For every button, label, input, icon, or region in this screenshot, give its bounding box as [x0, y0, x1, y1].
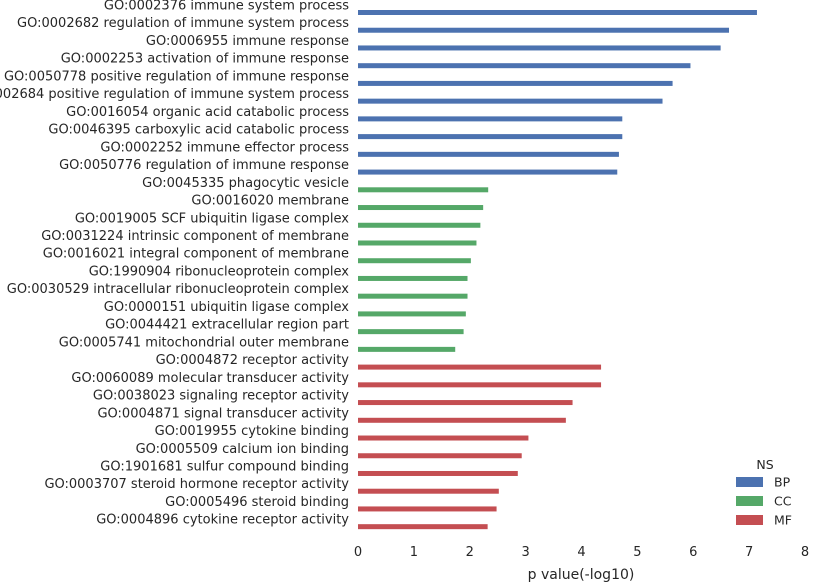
bar-label: GO:0019005 SCF ubiquitin ligase complex	[75, 211, 349, 226]
legend-swatch-cc	[736, 496, 763, 506]
bar-mf	[358, 382, 602, 388]
bar-label: GO:0016021 integral component of membran…	[43, 247, 349, 262]
legend: NS BP CC MF	[736, 457, 792, 528]
bar-label: GO:0005509 calcium ion binding	[136, 442, 349, 457]
bar-mf	[358, 453, 522, 459]
bar-mf	[358, 364, 602, 370]
bar-bp	[358, 98, 663, 104]
x-tick-label: 4	[577, 545, 585, 560]
bar-label: GO:0002684 positive regulation of immune…	[0, 87, 349, 102]
bar-label: GO:1990904 ribonucleoprotein complex	[89, 264, 350, 279]
bar-bp	[358, 80, 673, 86]
bar-label: GO:0005496 steroid binding	[165, 495, 349, 510]
x-tick-label: 6	[689, 545, 697, 560]
bar-bp	[358, 45, 721, 51]
x-tick-label: 0	[354, 545, 362, 560]
legend-entries: BP CC MF	[736, 475, 792, 528]
x-tick-label: 1	[410, 545, 418, 560]
bar-bp	[358, 63, 691, 69]
x-axis-title: p value(-log10)	[528, 567, 635, 583]
bar-cc	[358, 240, 477, 246]
category-labels: GO:0002376 immune system process GO:00026…	[0, 0, 349, 528]
x-tick-label: 8	[801, 545, 809, 560]
bar-label: GO:0005741 mitochondrial outer membrane	[59, 335, 349, 350]
bar-label: GO:0050776 regulation of immune response	[59, 158, 349, 173]
bar-label: GO:0004871 signal transducer activity	[97, 406, 349, 421]
bar-cc	[358, 222, 481, 228]
x-tick-label: 7	[745, 545, 753, 560]
bar-label: GO:0003707 steroid hormone receptor acti…	[44, 477, 349, 492]
bar-mf	[358, 488, 499, 494]
bar-mf	[358, 400, 573, 406]
x-axis-ticks: 0 1 2 3 4 5 6 7 8	[354, 545, 809, 560]
bar-label: GO:0004872 receptor activity	[156, 353, 350, 368]
bar-label: GO:0002252 immune effector process	[100, 140, 349, 155]
bar-label: GO:0019955 cytokine binding	[155, 424, 349, 439]
bar-label: GO:0045335 phagocytic vesicle	[142, 176, 349, 191]
bar-label: GO:0031224 intrinsic component of membra…	[41, 229, 349, 244]
x-tick-label: 3	[521, 545, 529, 560]
bar-label: GO:1901681 sulfur compound binding	[100, 459, 349, 474]
bar-mf	[358, 435, 529, 441]
bar-cc	[358, 293, 468, 299]
bars-layer	[358, 10, 757, 530]
bar-label: GO:0004896 cytokine receptor activity	[96, 513, 349, 528]
bar-label: GO:0016020 membrane	[191, 194, 349, 209]
bar-cc	[358, 187, 489, 193]
bar-label: GO:0044421 extracellular region part	[105, 318, 349, 333]
bar-label: GO:0002253 activation of immune response	[61, 52, 349, 67]
legend-label-mf: MF	[774, 513, 792, 528]
bar-label: GO:0050778 positive regulation of immune…	[4, 69, 349, 84]
bar-cc	[358, 311, 466, 317]
bar-cc	[358, 205, 484, 211]
bar-bp	[358, 169, 618, 175]
bar-label: GO:0016054 organic acid catabolic proces…	[66, 105, 349, 120]
legend-label-bp: BP	[774, 475, 791, 490]
x-tick-label: 5	[633, 545, 641, 560]
bar-cc	[358, 346, 456, 352]
bar-bp	[358, 116, 623, 122]
bar-bp	[358, 134, 623, 140]
bar-mf	[358, 524, 488, 530]
bar-label: GO:0038023 signaling receptor activity	[93, 389, 349, 404]
bar-label: GO:0046395 carboxylic acid catabolic pro…	[48, 123, 349, 138]
bar-label: GO:0006955 immune response	[146, 34, 349, 49]
bar-cc	[358, 258, 471, 264]
legend-label-cc: CC	[774, 494, 792, 509]
bar-mf	[358, 417, 566, 423]
bar-mf	[358, 470, 518, 476]
bar-label: GO:0002682 regulation of immune system p…	[17, 16, 349, 31]
bar-label: GO:0002376 immune system process	[104, 0, 349, 14]
bar-label: GO:0030529 intracellular ribonucleoprote…	[7, 282, 350, 297]
legend-swatch-mf	[736, 515, 763, 525]
bar-cc	[358, 275, 468, 281]
x-tick-label: 2	[466, 545, 474, 560]
bar-bp	[358, 10, 757, 15]
bar-bp	[358, 151, 619, 157]
legend-title: NS	[756, 457, 773, 472]
bar-mf	[358, 506, 497, 512]
bar-label: GO:0060089 molecular transducer activity	[71, 371, 349, 386]
bar-bp	[358, 27, 730, 33]
bar-cc	[358, 329, 464, 335]
legend-swatch-bp	[736, 477, 763, 487]
bar-label: GO:0000151 ubiquitin ligase complex	[104, 300, 350, 315]
